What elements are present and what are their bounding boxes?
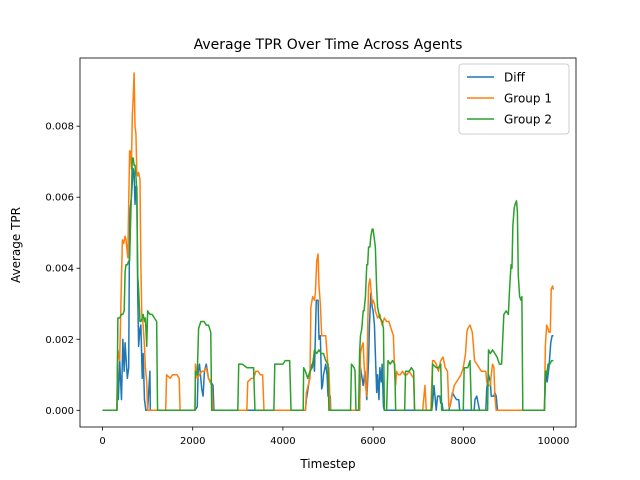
axes-frame [79,57,577,428]
x-axis-label: Timestep [299,457,355,471]
y-tick-label: 0.004 [45,264,74,275]
y-axis-label: Average TPR [9,207,23,283]
series-line-group-2 [102,157,554,412]
chart-title: Average TPR Over Time Across Agents [194,37,463,53]
legend-label-group-1: Group 1 [504,92,552,106]
y-tick-label: 0.002 [45,335,74,346]
plot-area: 0 2000 4000 6000 8000 10000 0.000 0.002 0.004 0.0… [45,57,577,447]
y-tick-label: 0.000 [45,406,74,417]
legend-box [458,63,570,135]
x-tick-label: 8000 [451,436,476,447]
x-tick-label: 2000 [180,436,205,447]
x-tick-label: 0 [99,436,105,447]
y-tick-label: 0.008 [45,122,74,133]
x-tick-label: 4000 [270,436,295,447]
legend-label-group-2: Group 2 [504,113,552,127]
y-tick-label: 0.006 [45,193,74,204]
series-line-group-1 [102,72,555,412]
x-tick-label: 6000 [360,436,385,447]
x-tick-label: 10000 [538,436,570,447]
legend: Diff Group 1 Group 2 [458,63,570,135]
series-lines [102,72,555,412]
legend-label-diff: Diff [504,71,526,85]
